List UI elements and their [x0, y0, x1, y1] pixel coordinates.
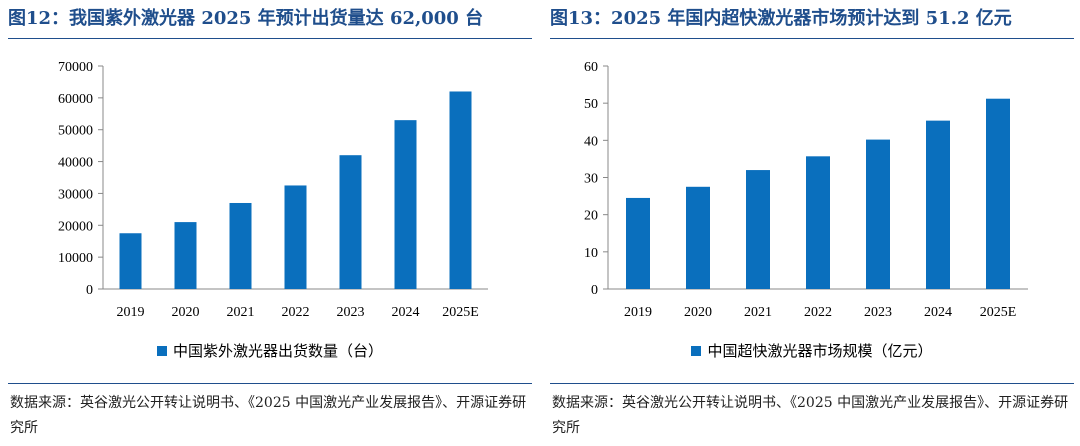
legend-label: 中国超快激光器市场规模（亿元） [707, 342, 933, 360]
bar-2019 [119, 233, 142, 289]
x-tick-label: 2025E [980, 305, 1017, 320]
bar-2020 [686, 186, 710, 289]
figure-13-source-rule [550, 383, 1074, 384]
y-tick-label: 0 [86, 283, 93, 298]
y-tick-label: 0 [591, 283, 598, 298]
bar-2019 [626, 197, 650, 289]
y-tick-label: 10 [584, 246, 598, 261]
x-tick-label: 2025E [442, 305, 479, 320]
x-tick-label: 2023 [337, 305, 365, 320]
figure-12-legend: 中国紫外激光器出货数量（台） [8, 340, 532, 361]
figure-13-source: 数据来源：英谷激光公开转让说明书、《2025 中国激光产业发展报告》、开源证券研… [552, 395, 1069, 436]
y-tick-label: 30000 [58, 187, 93, 202]
legend-swatch [691, 345, 702, 356]
bar-2025E [986, 98, 1010, 289]
figure-13-panel: 图13：2025 年国内超快激光器市场预计达到 51.2 亿元 0 10 20 30 4… [550, 0, 1074, 446]
bar-2020 [174, 222, 197, 289]
x-tick-label: 2019 [624, 305, 652, 320]
x-tick-label: 2024 [392, 305, 420, 320]
bar-2023 [866, 139, 890, 289]
x-tick-label: 2022 [804, 305, 832, 320]
y-tick-label: 50000 [58, 124, 93, 139]
x-tick-label: 2021 [227, 305, 255, 320]
y-tick-label: 40000 [58, 156, 93, 171]
x-tick-label: 2022 [282, 305, 310, 320]
y-tick-label: 20000 [58, 219, 93, 234]
bar-2022 [284, 185, 307, 289]
bar-2024 [926, 120, 950, 289]
bar-2025E [449, 91, 472, 289]
legend-swatch [156, 345, 167, 356]
y-tick-label: 60000 [58, 92, 93, 107]
figure-12-title: 图12：我国紫外激光器 2025 年预计出货量达 62,000 台 [8, 8, 484, 29]
y-tick-label: 30 [584, 172, 598, 187]
y-tick-label: 20 [584, 209, 598, 224]
legend-label: 中国紫外激光器出货数量（台） [172, 342, 383, 360]
x-tick-label: 2020 [172, 305, 200, 320]
figure-12-panel: 图12：我国紫外激光器 2025 年预计出货量达 62,000 台 0 10000… [8, 0, 532, 446]
y-tick-label: 70000 [58, 60, 93, 75]
figure-13-title: 图13：2025 年国内超快激光器市场预计达到 51.2 亿元 [550, 8, 1012, 29]
x-tick-label: 2021 [744, 305, 772, 320]
bar-2022 [806, 156, 830, 289]
x-tick-label: 2024 [924, 305, 952, 320]
uv-laser-shipments-chart: 0 10000 20000 30000 40000 50000 60000 70000 2019… [58, 60, 488, 320]
figure-13-legend: 中国超快激光器市场规模（亿元） [550, 340, 1074, 361]
y-tick-label: 60 [584, 60, 598, 75]
bar-2021 [229, 202, 252, 289]
figure-12-source-rule [8, 383, 532, 384]
x-tick-label: 2020 [684, 305, 712, 320]
figure-12-title-rule [8, 38, 532, 39]
y-tick-label: 10000 [58, 251, 93, 266]
bar-2021 [746, 170, 770, 289]
y-tick-label: 50 [584, 97, 598, 112]
figure-13-title-rule [550, 38, 1074, 39]
ultrafast-laser-market-chart: 0 10 20 30 40 50 60 2019 2020 2021 2022 2023 2024 202… [584, 60, 1028, 320]
y-tick-label: 40 [584, 134, 598, 149]
x-tick-label: 2019 [117, 305, 145, 320]
x-tick-label: 2023 [864, 305, 892, 320]
figure-12-source: 数据来源：英谷激光公开转让说明书、《2025 中国激光产业发展报告》、开源证券研… [10, 395, 527, 436]
bar-2023 [339, 155, 362, 289]
bar-2024 [394, 120, 417, 290]
